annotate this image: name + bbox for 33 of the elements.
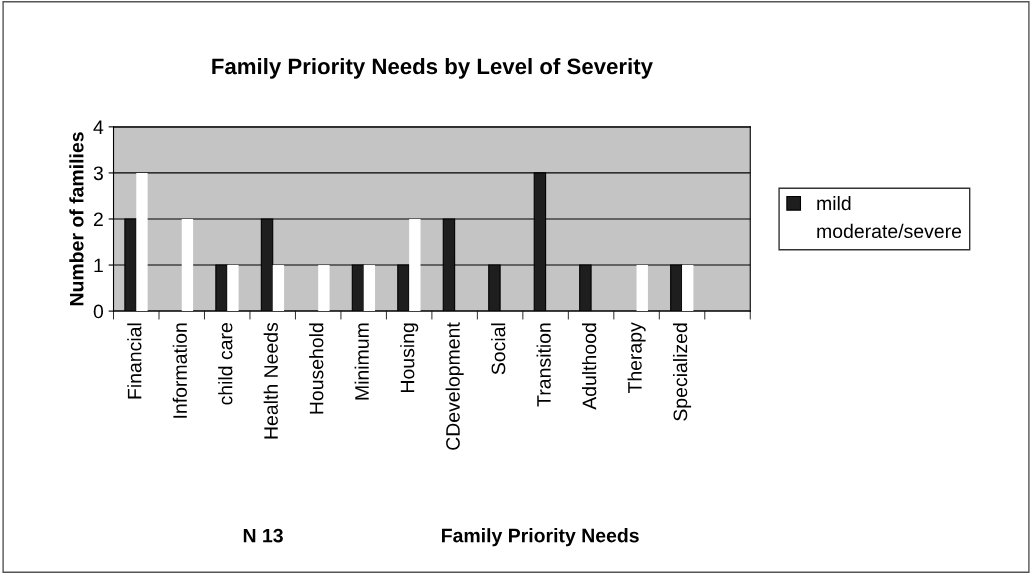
legend-label: mild (817, 195, 851, 211)
x-tick-label: Adulthood (582, 323, 597, 410)
x-tick-label: Housing (400, 323, 419, 392)
y-tick-label: 2 (93, 212, 103, 227)
bar (318, 265, 330, 312)
bar (409, 218, 421, 312)
y-tick-label: 1 (94, 258, 103, 273)
y-tick-label: 0 (93, 304, 104, 319)
bar (181, 218, 194, 312)
bar (227, 265, 239, 312)
bar (636, 265, 648, 312)
y-tick-label: 4 (93, 120, 104, 134)
chart-title: Family Priority Needs by Level of Severity (212, 57, 653, 79)
y-tick-label: 3 (93, 166, 103, 181)
x-tick-label: Therapy (627, 322, 646, 394)
bar (682, 265, 694, 312)
x-tick-label: Health Needs (263, 322, 278, 439)
x-tick-label: Transition (536, 323, 551, 407)
x-tick-label: CDevelopment (445, 322, 464, 450)
x-tick-label: child care (218, 323, 233, 405)
x-tick-label: Information (172, 323, 187, 418)
x-tick-label: Household (309, 323, 324, 414)
x-tick-label: Specialized (672, 323, 692, 421)
x-tick-label: Social (491, 323, 506, 375)
bar (136, 172, 148, 312)
x-axis-title: Family Priority Needs (442, 528, 639, 547)
bar (363, 265, 376, 312)
text: N 13 (243, 528, 283, 543)
bar (272, 265, 285, 312)
y-axis-title: Number of families (69, 132, 84, 306)
text: moderate/severe (817, 223, 962, 239)
x-tick-label: Minimum (354, 323, 369, 400)
x-tick-label: Financial (127, 323, 142, 399)
